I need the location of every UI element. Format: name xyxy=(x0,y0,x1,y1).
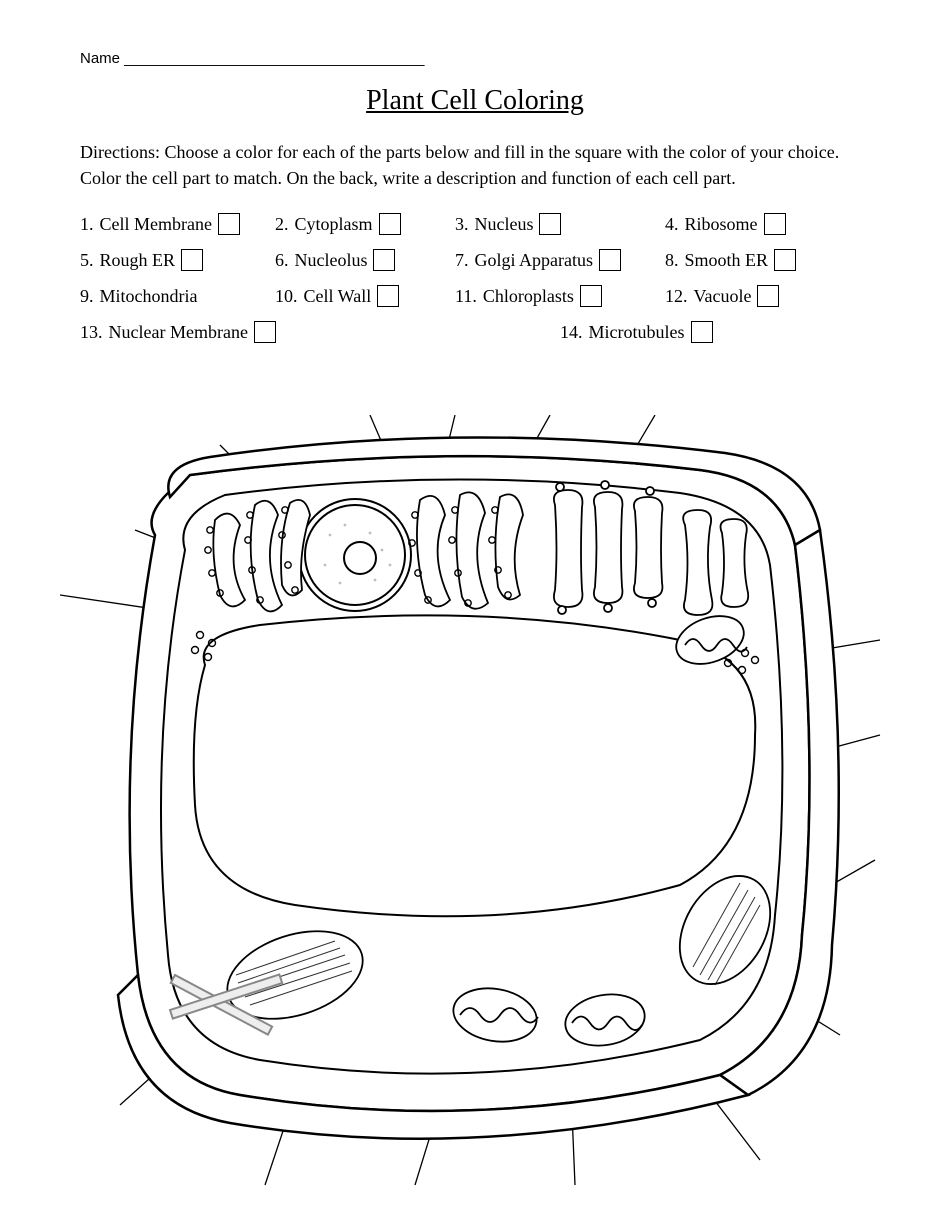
legend-label: 8. xyxy=(665,250,679,271)
legend-label: 4. xyxy=(665,214,679,235)
legend-item: 4. Ribosome xyxy=(665,213,845,235)
legend-item: 5. Rough ER xyxy=(80,249,275,271)
legend-label: Cytoplasm xyxy=(295,214,373,235)
color-box[interactable] xyxy=(757,285,779,307)
legend-label: Smooth ER xyxy=(685,250,769,271)
color-box[interactable] xyxy=(373,249,395,271)
legend-label: Cell Wall xyxy=(304,286,372,307)
legend-label: Nucleus xyxy=(475,214,534,235)
legend-label: 2. xyxy=(275,214,289,235)
legend-item: 9. Mitochondria xyxy=(80,285,275,307)
legend-item: 12. Vacuole xyxy=(665,285,845,307)
page-title: Plant Cell Coloring xyxy=(80,85,870,117)
color-box[interactable] xyxy=(539,213,561,235)
legend-item: 8. Smooth ER xyxy=(665,249,845,271)
legend-label: Nuclear Membrane xyxy=(109,322,248,343)
legend-label: Vacuole xyxy=(694,286,752,307)
color-box[interactable] xyxy=(379,213,401,235)
directions-text: Directions: Choose a color for each of t… xyxy=(80,139,870,191)
legend-label: 14. xyxy=(560,322,583,343)
name-field[interactable]: Name ___________________________________… xyxy=(80,50,870,67)
color-box[interactable] xyxy=(599,249,621,271)
legend-label: Cell Membrane xyxy=(100,214,212,235)
legend-item: 2. Cytoplasm xyxy=(275,213,455,235)
legend-label: 11. xyxy=(455,286,477,307)
color-box[interactable] xyxy=(764,213,786,235)
legend-label: Golgi Apparatus xyxy=(475,250,594,271)
legend-label: 10. xyxy=(275,286,298,307)
color-box[interactable] xyxy=(377,285,399,307)
legend-label: 13. xyxy=(80,322,103,343)
color-legend: 1. Cell Membrane 2. Cytoplasm 3. Nucleus… xyxy=(80,213,870,343)
color-box[interactable] xyxy=(254,321,276,343)
legend-label: Nucleolus xyxy=(295,250,368,271)
cell-diagram xyxy=(60,415,890,1205)
legend-item: 3. Nucleus xyxy=(455,213,665,235)
legend-item: 10. Cell Wall xyxy=(275,285,455,307)
color-box[interactable] xyxy=(691,321,713,343)
legend-item: 6. Nucleolus xyxy=(275,249,455,271)
legend-label: Ribosome xyxy=(685,214,758,235)
legend-label: Rough ER xyxy=(100,250,176,271)
legend-label: 1. xyxy=(80,214,94,235)
legend-label: 9. xyxy=(80,286,94,307)
legend-label: 7. xyxy=(455,250,469,271)
color-box[interactable] xyxy=(181,249,203,271)
color-box[interactable] xyxy=(774,249,796,271)
legend-label: 12. xyxy=(665,286,688,307)
legend-item: 11. Chloroplasts xyxy=(455,285,665,307)
legend-label: Chloroplasts xyxy=(483,286,574,307)
legend-label: 5. xyxy=(80,250,94,271)
legend-label: 6. xyxy=(275,250,289,271)
legend-item: 13. Nuclear Membrane xyxy=(80,321,560,343)
legend-item: 14. Microtubules xyxy=(560,321,850,343)
color-box[interactable] xyxy=(218,213,240,235)
legend-label: Microtubules xyxy=(589,322,685,343)
color-box[interactable] xyxy=(580,285,602,307)
legend-label: Mitochondria xyxy=(100,286,198,307)
legend-item: 1. Cell Membrane xyxy=(80,213,275,235)
legend-item: 7. Golgi Apparatus xyxy=(455,249,665,271)
legend-label: 3. xyxy=(455,214,469,235)
